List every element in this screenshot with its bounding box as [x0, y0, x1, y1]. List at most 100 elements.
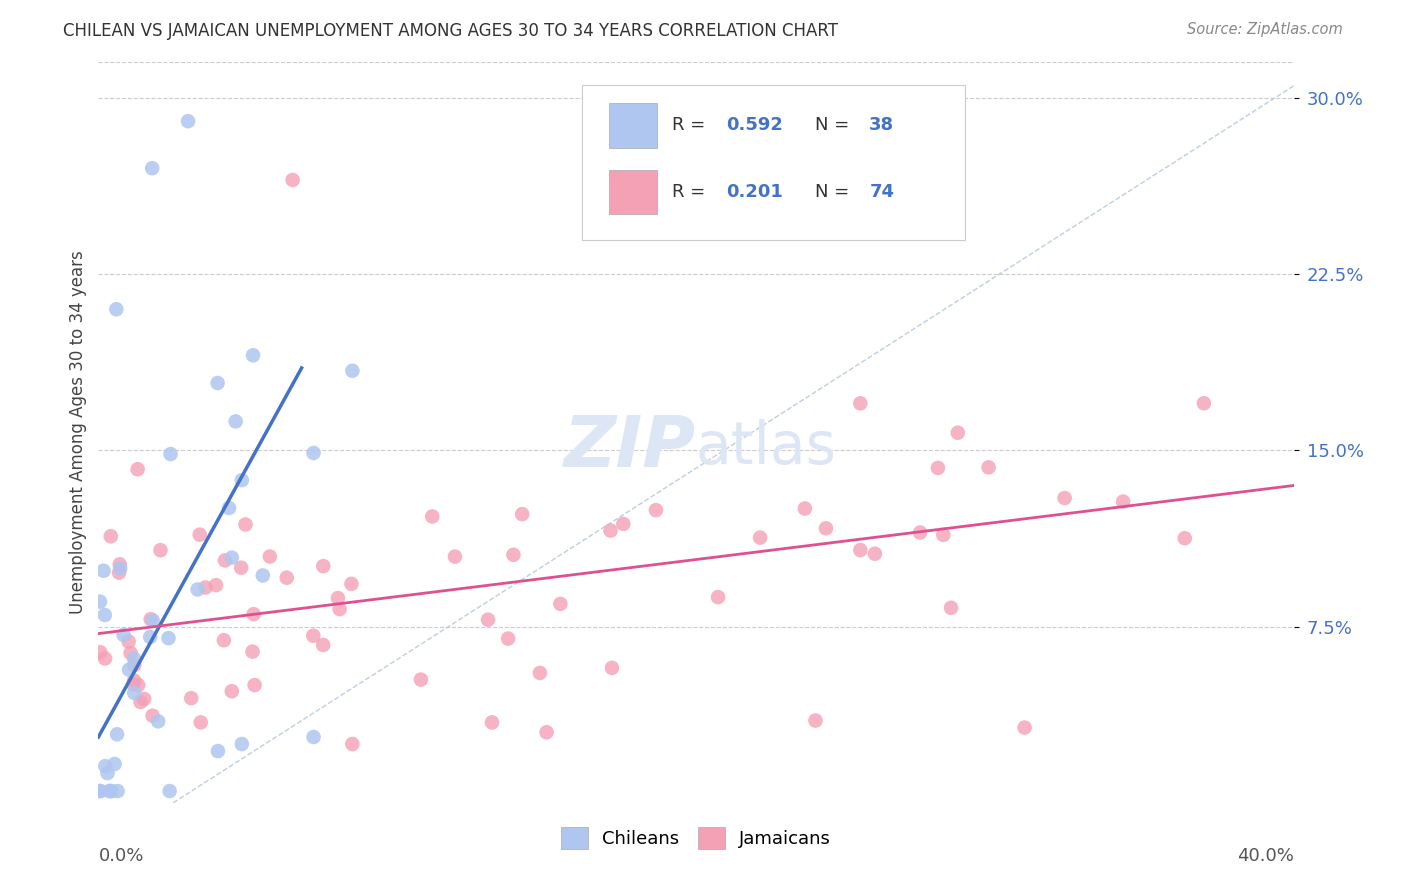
Point [243, 678, 266, 692]
Text: 0.0%: 0.0% [98, 847, 143, 865]
Point [1053, 491, 1076, 505]
Point [214, 553, 236, 567]
Point [749, 531, 772, 545]
Point [977, 460, 1000, 475]
FancyBboxPatch shape [609, 169, 657, 214]
Point [98, 784, 121, 798]
Point [159, 784, 181, 798]
Text: N =: N = [815, 116, 855, 135]
Point [502, 548, 524, 562]
Point [89, 784, 111, 798]
Text: CHILEAN VS JAMAICAN UNEMPLOYMENT AMONG AGES 30 TO 34 YEARS CORRELATION CHART: CHILEAN VS JAMAICAN UNEMPLOYMENT AMONG A… [63, 22, 838, 40]
Point [302, 446, 325, 460]
Point [149, 543, 172, 558]
Point [242, 645, 264, 659]
Point [124, 686, 146, 700]
Point [409, 673, 432, 687]
Point [231, 473, 253, 487]
Point [94, 759, 117, 773]
Point [108, 566, 131, 580]
Point [612, 516, 634, 531]
Point [104, 757, 127, 772]
Point [120, 646, 142, 660]
Text: atlas: atlas [696, 419, 837, 476]
Point [98, 784, 121, 798]
Point [849, 543, 872, 558]
Text: 38: 38 [869, 116, 894, 135]
Point [124, 658, 146, 673]
Point [107, 784, 129, 798]
Point [105, 302, 128, 317]
Point [207, 744, 229, 758]
Point [118, 663, 141, 677]
Point [793, 501, 815, 516]
Point [932, 528, 955, 542]
Point [89, 594, 111, 608]
Text: R =: R = [672, 183, 711, 201]
Point [242, 348, 264, 362]
Point [148, 714, 170, 729]
Point [105, 727, 128, 741]
Point [93, 564, 115, 578]
Point [235, 517, 257, 532]
Point [187, 582, 209, 597]
Point [207, 376, 229, 390]
Point [342, 737, 364, 751]
Text: 74: 74 [869, 183, 894, 201]
Text: 40.0%: 40.0% [1237, 847, 1294, 865]
Point [281, 173, 304, 187]
Point [96, 766, 118, 780]
Point [1174, 531, 1197, 545]
Point [100, 529, 122, 543]
Point [1014, 721, 1036, 735]
Point [141, 708, 163, 723]
Point [939, 600, 962, 615]
Point [312, 559, 335, 574]
Point [127, 678, 149, 692]
FancyBboxPatch shape [582, 85, 965, 240]
Point [180, 691, 202, 706]
Point [420, 509, 443, 524]
Point [329, 602, 352, 616]
Point [814, 521, 837, 535]
Point [177, 114, 200, 128]
Text: ZIP: ZIP [564, 413, 696, 482]
Point [108, 561, 131, 575]
Text: 0.592: 0.592 [725, 116, 783, 135]
Point [139, 630, 162, 644]
Point [302, 730, 325, 744]
Point [190, 715, 212, 730]
Point [129, 695, 152, 709]
Point [550, 597, 572, 611]
Point [141, 161, 163, 176]
Text: N =: N = [815, 183, 855, 201]
Point [599, 524, 621, 538]
Legend: Chileans, Jamaicans: Chileans, Jamaicans [554, 821, 838, 856]
Point [231, 737, 253, 751]
Point [89, 784, 111, 798]
Point [221, 684, 243, 698]
Point [276, 571, 298, 585]
Point [108, 558, 131, 572]
Point [510, 507, 533, 521]
Point [481, 715, 503, 730]
Text: Source: ZipAtlas.com: Source: ZipAtlas.com [1187, 22, 1343, 37]
Point [139, 612, 162, 626]
Point [118, 634, 141, 648]
Y-axis label: Unemployment Among Ages 30 to 34 years: Unemployment Among Ages 30 to 34 years [69, 251, 87, 615]
Point [600, 661, 623, 675]
Point [477, 613, 499, 627]
Point [645, 503, 668, 517]
Point [205, 578, 228, 592]
Point [100, 784, 122, 798]
Point [212, 633, 235, 648]
Point [94, 607, 117, 622]
Point [312, 638, 335, 652]
Point [1192, 396, 1215, 410]
Point [863, 547, 886, 561]
Point [496, 632, 519, 646]
Point [536, 725, 558, 739]
Point [218, 500, 240, 515]
Point [122, 677, 145, 691]
Point [707, 590, 730, 604]
